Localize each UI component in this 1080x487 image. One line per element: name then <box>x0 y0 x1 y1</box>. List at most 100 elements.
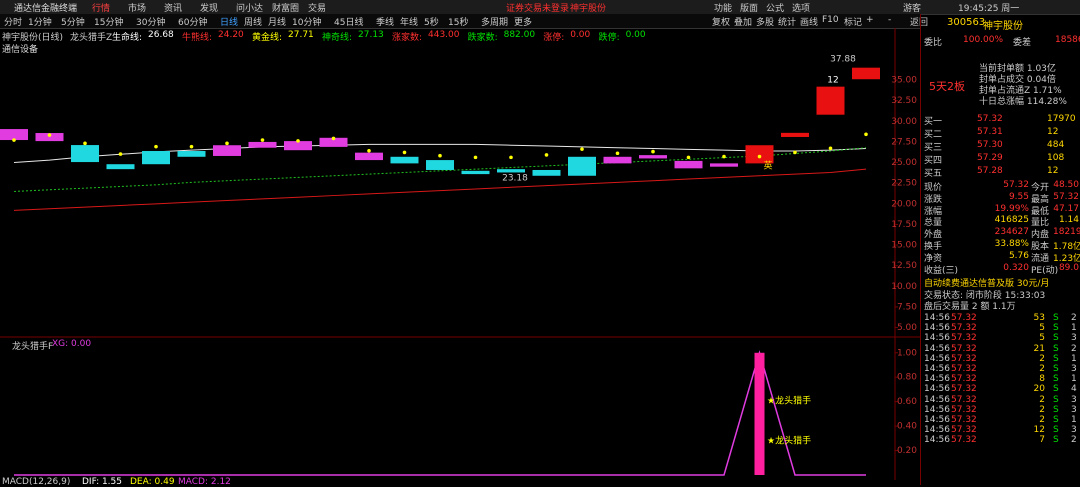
indicator-name: 龙头猎手Z <box>70 33 113 43</box>
candle <box>142 151 170 165</box>
stat-cell: 89.0 <box>1058 262 1079 273</box>
menu-item[interactable]: 行情 <box>92 4 111 14</box>
trade-status: 交易状态: 闭市阶段 15:33:03 <box>924 291 1046 301</box>
tick-cell: 5 <box>1039 323 1045 334</box>
candle <box>426 160 454 170</box>
menu-item[interactable]: 问小达 <box>236 4 264 14</box>
signal-dot <box>864 132 868 137</box>
stock-title: 神宇股份(日线) <box>2 33 64 43</box>
stat-cell: 47.17 <box>1053 203 1079 214</box>
period-tab[interactable]: 60分钟 <box>178 18 208 28</box>
signal-line <box>14 350 866 476</box>
period-tab[interactable]: 15分钟 <box>94 18 124 28</box>
bid-cell: 108 <box>1047 153 1065 163</box>
period-tab[interactable]: 年线 <box>400 18 419 28</box>
indicator-line <box>13 168 867 211</box>
stat-cell: 流通 <box>1031 253 1050 264</box>
signal-label: ★龙头猎手 <box>767 395 811 407</box>
tick-cell: 4 <box>1071 384 1077 395</box>
period-tab[interactable]: 季线 <box>376 18 395 28</box>
candle <box>248 141 277 148</box>
period-tab[interactable]: 30分钟 <box>136 18 166 28</box>
candle <box>177 151 206 157</box>
period-tab[interactable]: 5分钟 <box>61 18 85 28</box>
sys-menu[interactable]: 版面 <box>740 4 759 14</box>
candle <box>532 169 561 176</box>
seal-info: 当前封单额 1.03亿 <box>979 64 1056 74</box>
sys-menu[interactable]: 公式 <box>766 4 785 14</box>
bid-cell: 买二 <box>924 130 943 140</box>
candle <box>461 170 490 175</box>
stat-cell: 现价 <box>924 183 943 193</box>
signal-dot <box>296 139 300 143</box>
tool-button[interactable]: F10 <box>822 15 839 25</box>
period-tab[interactable]: 更多 <box>514 18 533 28</box>
bid-cell: 17970 <box>1047 114 1076 124</box>
tool-button[interactable]: 返回 <box>910 18 929 28</box>
bid-cell: 484 <box>1047 140 1065 150</box>
signal-dot <box>118 152 123 156</box>
sys-menu[interactable]: 功能 <box>714 4 733 14</box>
signal-dot <box>757 154 762 159</box>
stat-cell: 19.99% <box>994 203 1029 214</box>
tool-button[interactable]: 多股 <box>756 18 775 28</box>
period-tab[interactable]: 15秒 <box>448 18 469 28</box>
menu-item[interactable]: 财富圈 <box>272 4 300 14</box>
tick-cell: 57.32 <box>951 415 977 425</box>
period-tab[interactable]: 周线 <box>244 18 263 28</box>
menu-item[interactable]: 资讯 <box>164 4 183 14</box>
tick-cell: 2 <box>1071 313 1077 323</box>
bid-cell: 57.32 <box>977 114 1003 124</box>
tick-cell: 1 <box>1071 323 1077 334</box>
period-tab[interactable]: 日线 <box>220 18 239 28</box>
y-tick-label: 15.00 <box>891 241 917 251</box>
tool-button[interactable]: 复权 <box>712 18 731 28</box>
stat-cell: 外盘 <box>924 230 943 241</box>
period-tab[interactable]: 多周期 <box>481 18 509 28</box>
tick-cell: 2 <box>1071 435 1077 446</box>
tick-cell: 57.32 <box>951 404 977 415</box>
tool-button[interactable]: 标记 <box>844 18 863 28</box>
signal-label: ★龙头猎手 <box>767 435 811 447</box>
chart-area: 35.00 32.50 30.00 27.50 25.00 22.50 20.00 17.50… <box>0 28 920 480</box>
sys-menu[interactable]: 选项 <box>792 4 811 14</box>
indicator-label: 涨停: <box>543 33 565 43</box>
candle <box>639 155 667 159</box>
tick-cell: S <box>1053 343 1059 354</box>
y-tick-label: 20.00 <box>891 199 917 209</box>
signal-dot <box>154 144 158 149</box>
candle <box>284 141 312 151</box>
tool-button[interactable]: + <box>866 15 874 25</box>
period-tab[interactable]: 1分钟 <box>28 18 52 28</box>
menu-item[interactable]: 发现 <box>200 4 219 14</box>
tool-button[interactable]: 统计 <box>778 18 797 28</box>
tool-button[interactable]: 画线 <box>800 18 819 28</box>
y-tick-label: 0.40 <box>897 422 917 432</box>
menu-item[interactable]: 交易 <box>308 4 327 14</box>
tick-cell: 14:56 <box>924 415 950 425</box>
signal-dot <box>473 155 478 160</box>
tool-button[interactable]: - <box>888 15 892 25</box>
tick-cell: S <box>1053 435 1059 446</box>
tick-cell: S <box>1053 374 1059 385</box>
y-tick-label: 1.00 <box>897 348 917 358</box>
stat-cell: 416825 <box>994 215 1029 226</box>
candle <box>497 169 525 173</box>
bid-cell: 57.28 <box>977 166 1003 176</box>
period-tab[interactable]: 45日线 <box>334 18 364 28</box>
menu-item[interactable]: 市场 <box>128 4 147 14</box>
weibi: 18586 <box>1055 35 1080 45</box>
tool-button[interactable]: 叠加 <box>734 18 753 28</box>
period-tab[interactable]: 月线 <box>268 18 287 28</box>
ad-banner: 自动续费通达信普及版 30元/月 <box>924 279 1050 289</box>
indicator-label: 神奇线: <box>322 33 353 43</box>
period-tab[interactable]: 分时 <box>4 18 23 28</box>
period-tab[interactable]: 5秒 <box>424 18 439 28</box>
period-tab[interactable]: 10分钟 <box>292 18 322 28</box>
candle <box>674 160 703 169</box>
bid-cell: 12 <box>1047 127 1059 137</box>
signal-dot <box>828 146 833 151</box>
tick-cell: S <box>1053 364 1059 374</box>
signal-dot <box>12 138 16 142</box>
